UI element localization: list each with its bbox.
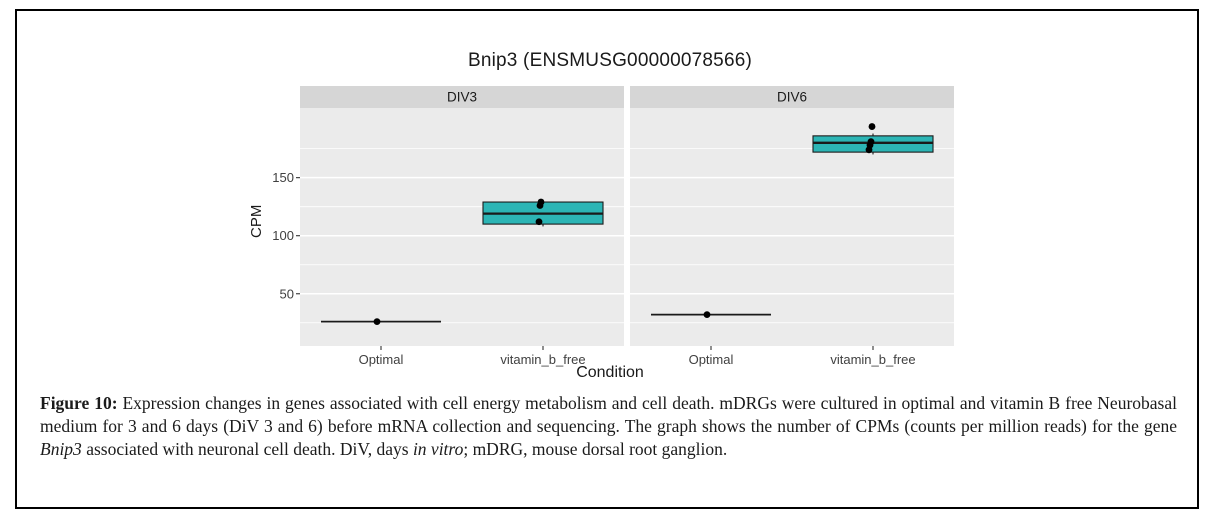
- x-tick-label: Optimal: [359, 352, 404, 367]
- caption-run: Expression changes in genes associated w…: [40, 393, 1177, 436]
- facet-strip: [630, 86, 954, 108]
- x-tick-label: vitamin_b_free: [500, 352, 585, 367]
- y-tick-label: 150: [272, 170, 294, 185]
- data-point: [868, 123, 876, 130]
- figure-caption: Figure 10: Expression changes in genes a…: [40, 392, 1177, 461]
- facet-strip-label: DIV6: [777, 90, 807, 105]
- chart-canvas: 50 100 150 DIV3 Optimal vitamin_b_free DIV6 Opt…: [272, 86, 954, 367]
- facet-strip-label: DIV3: [447, 90, 477, 105]
- panel-background: [300, 108, 624, 346]
- caption-run: Bnip3: [40, 439, 82, 459]
- y-tick-label: 100: [272, 228, 294, 243]
- x-tick-label: Optimal: [689, 352, 734, 367]
- boxplot-chart: Bnip3 (ENSMUSG00000078566) 50 100 150 DIV3 O…: [248, 48, 970, 388]
- data-point: [535, 218, 543, 226]
- caption-run: Figure 10:: [40, 393, 123, 413]
- y-axis-title: CPM: [248, 204, 265, 238]
- x-axis-title: Condition: [576, 364, 644, 381]
- x-tick-label: vitamin_b_free: [830, 352, 915, 367]
- chart-title: Bnip3 (ENSMUSG00000078566): [467, 50, 753, 71]
- data-point: [537, 198, 545, 206]
- y-tick-label: 50: [280, 286, 294, 301]
- data-point: [867, 138, 875, 146]
- data-point: [373, 318, 381, 326]
- caption-run: in vitro: [412, 439, 464, 459]
- data-point: [703, 311, 711, 319]
- caption-run: ; mDRG, mouse dorsal root ganglion.: [463, 439, 728, 459]
- caption-run: associated with neuronal cell death. DiV…: [81, 439, 413, 459]
- facet-strip: [300, 86, 624, 108]
